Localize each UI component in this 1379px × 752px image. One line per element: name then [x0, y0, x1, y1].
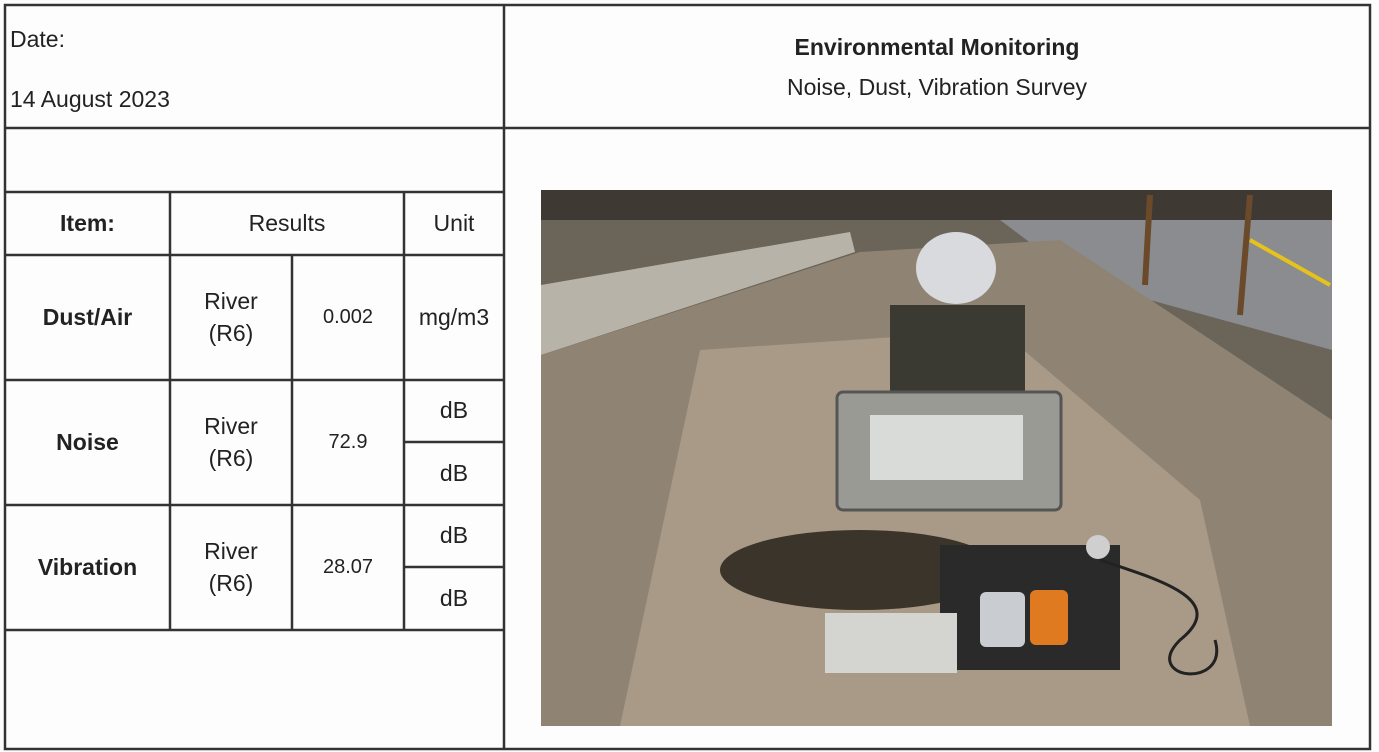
unit: dB [439, 522, 469, 549]
item: Vibration [37, 553, 138, 580]
column-header: Results [248, 209, 326, 236]
result: 28.07 [322, 556, 374, 578]
date-value: 14 August 2023 [10, 86, 170, 113]
location: River (R6) [204, 538, 258, 596]
item: Dust/Air [42, 303, 133, 330]
date-label: Date: [10, 26, 65, 53]
column-header: Unit [433, 209, 475, 236]
unit: mg/m3 [418, 303, 490, 330]
location: River (R6) [204, 288, 258, 346]
column-header: Item: [60, 209, 115, 236]
location: River (R6) [204, 413, 258, 471]
unit: dB [439, 397, 469, 424]
result: 72.9 [328, 431, 368, 453]
title: Environmental Monitoring [794, 34, 1080, 61]
site-photo [541, 190, 1332, 726]
unit: dB [439, 459, 469, 486]
result: 0.002 [322, 306, 374, 328]
item: Noise [56, 428, 119, 455]
subtitle: Noise, Dust, Vibration Survey [787, 74, 1087, 101]
unit: dB [439, 584, 469, 611]
